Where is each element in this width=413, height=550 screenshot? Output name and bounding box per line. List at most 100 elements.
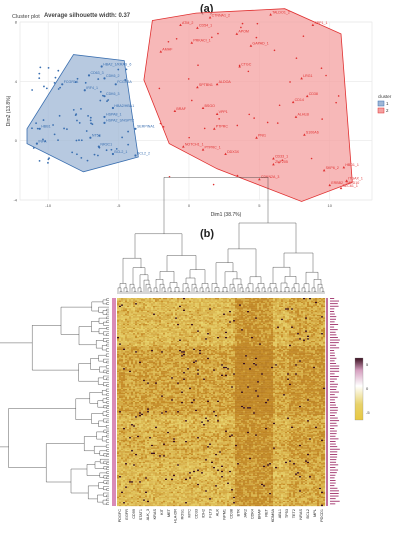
heatmap-cell [323,325,326,327]
heatmap-cell [231,350,234,352]
heatmap-cell [201,334,204,336]
heatmap-cell [187,300,190,303]
heatmap-cell [299,346,302,348]
heatmap-cell [181,298,184,300]
heatmap-cell [145,334,148,336]
heatmap-cell [229,333,232,335]
heatmap-cell [317,344,320,347]
heatmap-cell [253,339,256,342]
heatmap-cell [313,347,316,349]
heatmap-cell [153,351,156,353]
heatmap-cell [293,337,296,339]
heatmap-cell [249,356,252,358]
heatmap-cell [117,312,120,314]
heatmap-cell [149,352,152,355]
heatmap-cell [141,338,144,340]
heatmap-cell [211,303,214,305]
heatmap-cell [287,348,290,351]
heatmap-cell [287,307,290,309]
heatmap-cell [247,324,250,326]
heatmap-cell [291,352,294,355]
heatmap-cell [159,313,162,316]
heatmap-cell [283,344,286,347]
heatmap-cell [125,299,128,301]
point-label: CD38 [309,92,318,96]
heatmap-cell [281,321,284,323]
heatmap-cell [191,321,194,323]
heatmap-cell [267,311,270,313]
heatmap-cell [261,337,264,339]
heatmap-cell [143,305,146,308]
heatmap-cell [169,314,172,317]
heatmap-cell [217,337,220,339]
heatmap-cell [221,321,224,323]
heatmap-cell [147,312,150,314]
heatmap-cell [211,337,214,339]
heatmap-cell [313,299,316,301]
heatmap-cell [125,353,128,356]
heatmap-cell [185,324,188,326]
heatmap-cell [205,316,208,318]
heatmap-cell [141,298,144,300]
heatmap-cell [187,321,190,323]
heatmap-cell [155,343,158,345]
heatmap-cell [159,342,162,344]
heatmap-cell [231,334,234,336]
heatmap-cell [165,298,168,300]
heatmap-cell [245,304,248,306]
heatmap-cell [205,304,208,306]
heatmap-cell [159,312,162,314]
heatmap-cell [123,311,126,313]
heatmap-cell [317,339,320,342]
heatmap-cell [165,301,168,304]
heatmap-cell [269,347,272,349]
heatmap-cell [127,331,130,334]
heatmap-cell [153,330,156,332]
heatmap-cell [157,350,160,352]
heatmap-cell [279,333,282,335]
heatmap-cell [309,322,312,325]
heatmap-cell [151,311,154,313]
heatmap-cell [255,330,258,332]
heatmap-cell [253,316,256,318]
heatmap-cell [129,320,132,322]
heatmap-cell [133,298,136,300]
heatmap-cell [167,300,170,303]
heatmap-cell [197,337,200,339]
heatmap-cell [275,334,278,336]
heatmap-cell [265,327,268,330]
heatmap-cell [213,334,216,336]
heatmap-cell [255,353,258,356]
heatmap-cell [271,324,274,326]
heatmap-cell [143,316,146,318]
heatmap-cell [235,314,238,317]
heatmap-cell [251,324,254,326]
heatmap-cell [149,343,152,345]
heatmap-cell [185,338,188,340]
heatmap-cell [201,324,204,326]
heatmap-cell [255,347,258,349]
heatmap-cell [239,334,242,336]
heatmap-cell [265,312,268,314]
heatmap-cell [183,344,186,347]
heatmap-cell [183,321,186,323]
heatmap-cell [225,348,228,351]
heatmap-cell [273,311,276,313]
heatmap-cell [245,346,248,348]
heatmap-cell [201,305,204,308]
heatmap-cell [165,346,168,348]
heatmap-cell [281,338,284,340]
heatmap-cell [133,329,136,331]
heatmap-cell [183,325,186,327]
heatmap-cell [307,320,310,322]
heatmap-cell [189,309,192,312]
heatmap-cell [299,322,302,325]
heatmap-cell [217,335,220,338]
heatmap-cell [153,326,156,329]
heatmap-cell [191,330,194,332]
heatmap-cell [123,355,126,357]
heatmap-cell [293,321,296,323]
heatmap-cell [167,338,170,340]
heatmap-cell [231,331,234,334]
heatmap-cell [303,314,306,317]
